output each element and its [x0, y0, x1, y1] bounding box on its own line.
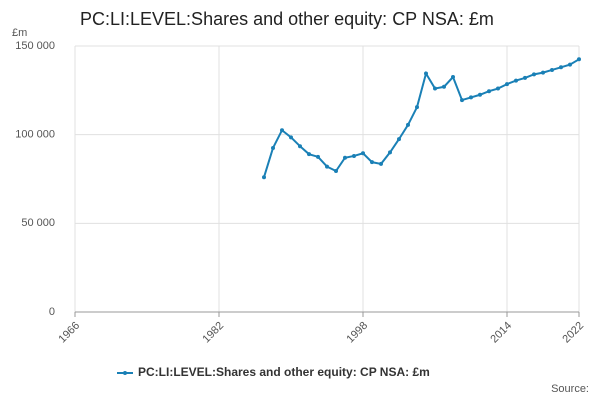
data-point: [532, 72, 536, 77]
data-point: [514, 78, 518, 83]
data-point: [406, 122, 410, 127]
data-point: [352, 153, 356, 158]
data-point: [307, 152, 311, 157]
data-point: [469, 95, 473, 100]
data-point: [289, 135, 293, 140]
data-point: [370, 160, 374, 165]
data-point: [541, 70, 545, 75]
data-point: [523, 75, 527, 80]
chart-title: PC:LI:LEVEL:Shares and other equity: CP …: [80, 9, 494, 29]
data-point: [568, 62, 572, 67]
data-point: [280, 128, 284, 133]
data-point: [343, 155, 347, 160]
data-point: [262, 175, 266, 180]
data-point: [316, 154, 320, 159]
legend-label: PC:LI:LEVEL:Shares and other equity: CP …: [138, 365, 430, 379]
data-point: [298, 144, 302, 149]
data-point: [487, 89, 491, 94]
x-tick-label: 1998: [344, 320, 370, 346]
data-point: [496, 86, 500, 91]
y-tick-label: 0: [49, 306, 55, 318]
data-point: [460, 98, 464, 103]
y-tick-label: 100 000: [15, 129, 55, 141]
y-tick-label: 150 000: [15, 40, 55, 52]
data-line: [263, 58, 580, 178]
data-point: [577, 57, 581, 62]
data-point: [442, 84, 446, 89]
y-axis-label: £m: [12, 27, 27, 39]
data-point: [550, 67, 554, 72]
data-point: [397, 137, 401, 142]
data-point: [361, 151, 365, 156]
source: Source:: [551, 383, 589, 395]
data-point: [334, 169, 338, 174]
data-point: [388, 150, 392, 155]
data-point: [478, 92, 482, 97]
data-point: [451, 75, 455, 80]
data-point: [424, 71, 428, 76]
data-point: [325, 164, 329, 169]
data-point: [415, 105, 419, 110]
x-tick-label: 2014: [488, 320, 514, 346]
data-point: [559, 65, 563, 70]
data-point: [271, 145, 275, 150]
x-tick-label: 1982: [200, 320, 226, 346]
legend-swatch-point: [123, 371, 127, 375]
data-point: [505, 82, 509, 87]
data-point: [433, 86, 437, 91]
data-point: [379, 161, 383, 166]
x-tick-label: 2022: [560, 320, 586, 346]
y-tick-label: 50 000: [21, 217, 55, 229]
x-tick-label: 1966: [56, 320, 82, 346]
